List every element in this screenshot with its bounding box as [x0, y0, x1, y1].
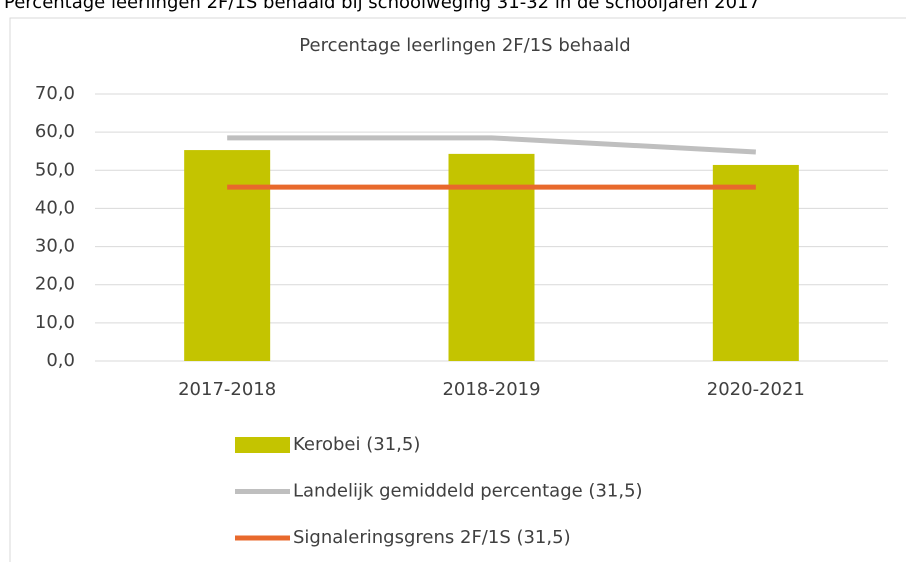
legend-label: Landelijk gemiddeld percentage (31,5)	[293, 481, 643, 502]
y-tick-label: 0,0	[46, 350, 75, 371]
chart-title: Percentage leerlingen 2F/1S behaald	[299, 35, 630, 56]
legend-label: Signaleringsgrens 2F/1S (31,5)	[293, 527, 571, 548]
y-tick-label: 40,0	[35, 197, 75, 218]
legend-swatch	[235, 437, 290, 453]
y-tick-label: 60,0	[35, 121, 75, 142]
bar	[712, 164, 799, 361]
caption: Percentage leerlingen 2F/1S behaald bij …	[4, 0, 760, 13]
x-tick-label: 2017-2018	[178, 379, 276, 400]
y-tick-label: 10,0	[35, 312, 75, 333]
y-tick-label: 70,0	[35, 83, 75, 104]
legend-label: Kerobei (31,5)	[293, 434, 420, 455]
x-tick-label: 2020-2021	[707, 379, 805, 400]
x-tick-label: 2018-2019	[442, 379, 540, 400]
y-tick-label: 30,0	[35, 236, 75, 257]
bar	[184, 150, 271, 361]
line	[227, 135, 756, 155]
y-tick-label: 50,0	[35, 159, 75, 180]
y-tick-label: 20,0	[35, 274, 75, 295]
